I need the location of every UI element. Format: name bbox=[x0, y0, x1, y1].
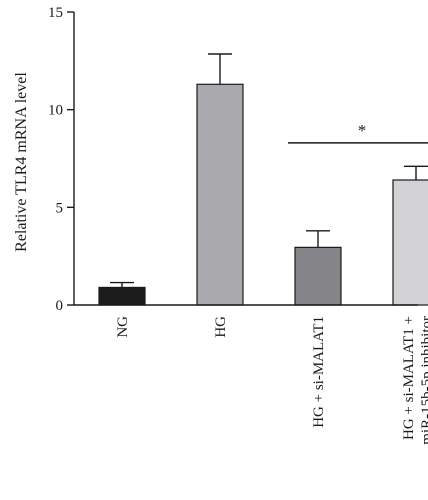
significance-star: * bbox=[358, 121, 367, 140]
y-tick-label: 10 bbox=[48, 103, 63, 119]
x-category-label: HG bbox=[213, 316, 229, 338]
error-bars bbox=[110, 53, 428, 288]
bars bbox=[98, 83, 428, 306]
bar bbox=[294, 246, 342, 306]
significance-annotation: * bbox=[288, 121, 428, 144]
x-category-label: HG + si-MALAT1 + bbox=[401, 316, 417, 440]
y-tick-label: 15 bbox=[48, 5, 63, 21]
x-category-label: NG bbox=[115, 316, 131, 338]
bar bbox=[196, 83, 244, 306]
x-category-label: HG + si-MALAT1 bbox=[311, 316, 327, 428]
bar bbox=[392, 179, 428, 306]
bar bbox=[98, 286, 146, 306]
y-axis-ticks: 0 5 10 15 bbox=[48, 5, 74, 314]
x-axis-category-labels: NG HG HG + si-MALAT1 HG + si-MALAT1 + miR-15… bbox=[115, 316, 428, 445]
y-tick-label: 0 bbox=[56, 298, 64, 314]
y-tick-label: 5 bbox=[56, 200, 64, 216]
x-category-label: miR-15b-5p inhibitor bbox=[419, 316, 428, 445]
y-axis-title: Relative TLR4 mRNA level bbox=[13, 72, 30, 252]
